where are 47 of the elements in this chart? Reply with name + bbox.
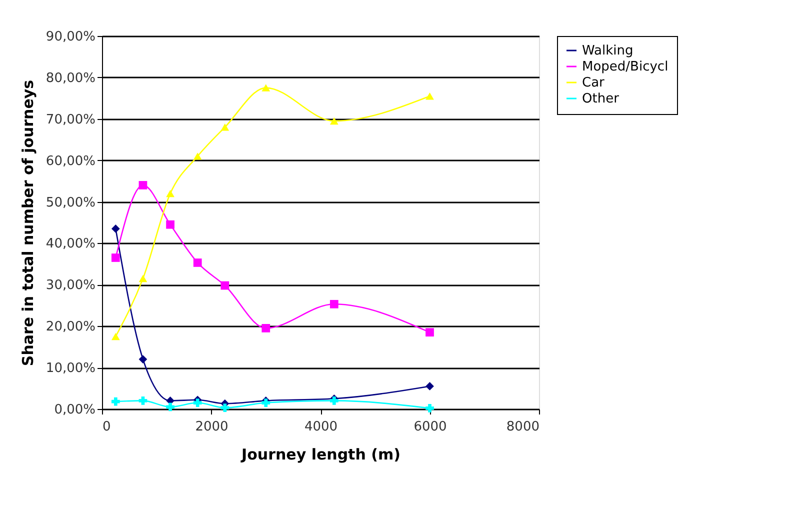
point (193, 152, 202, 160)
point (426, 92, 434, 100)
point (426, 382, 434, 390)
point (138, 274, 148, 282)
point (166, 190, 174, 198)
y-tick-label: 70,00% (46, 112, 96, 128)
y-axis-title: Share in total number of journeys (18, 80, 37, 366)
legend-label: Car (582, 76, 606, 90)
point (426, 328, 434, 337)
point (166, 220, 174, 229)
y-tick-label: 90,00% (46, 30, 96, 44)
legend-label: Walking (582, 44, 634, 58)
x-tick-label: 8000 (506, 420, 540, 434)
point (111, 224, 120, 233)
point (426, 404, 434, 412)
point (138, 355, 148, 364)
point (193, 398, 202, 407)
y-tick-label: 50,00% (46, 195, 96, 210)
point (220, 281, 230, 290)
point (193, 258, 202, 267)
point (220, 124, 230, 131)
point (166, 402, 174, 412)
point (330, 117, 338, 125)
point (111, 332, 120, 340)
point (138, 181, 148, 190)
y-tick-label: 80,00% (46, 70, 96, 86)
legend-label: Moped/Bicycl (582, 60, 668, 74)
point (262, 84, 270, 92)
x-axis-title: Journey length (m) (240, 446, 400, 464)
y-tick-label: 30,00% (46, 278, 96, 294)
point (111, 254, 120, 262)
y-tick-label: 40,00% (46, 236, 96, 252)
legend-label: Other (582, 92, 620, 106)
point (138, 396, 148, 405)
y-tick-label: 20,00% (46, 320, 96, 335)
x-tick-label: 2000 (195, 420, 228, 434)
point (220, 404, 230, 412)
x-tick-label: 0 (102, 420, 111, 434)
x-tick-label: 4000 (304, 420, 338, 434)
point (330, 300, 338, 308)
y-tick-label: 10,00% (46, 361, 96, 376)
y-tick-label: 0,00% (54, 402, 96, 418)
x-tick-label: 6000 (414, 420, 447, 434)
point (262, 324, 270, 332)
y-tick-label: 60,00% (46, 154, 96, 169)
point (330, 396, 338, 405)
point (111, 397, 120, 406)
